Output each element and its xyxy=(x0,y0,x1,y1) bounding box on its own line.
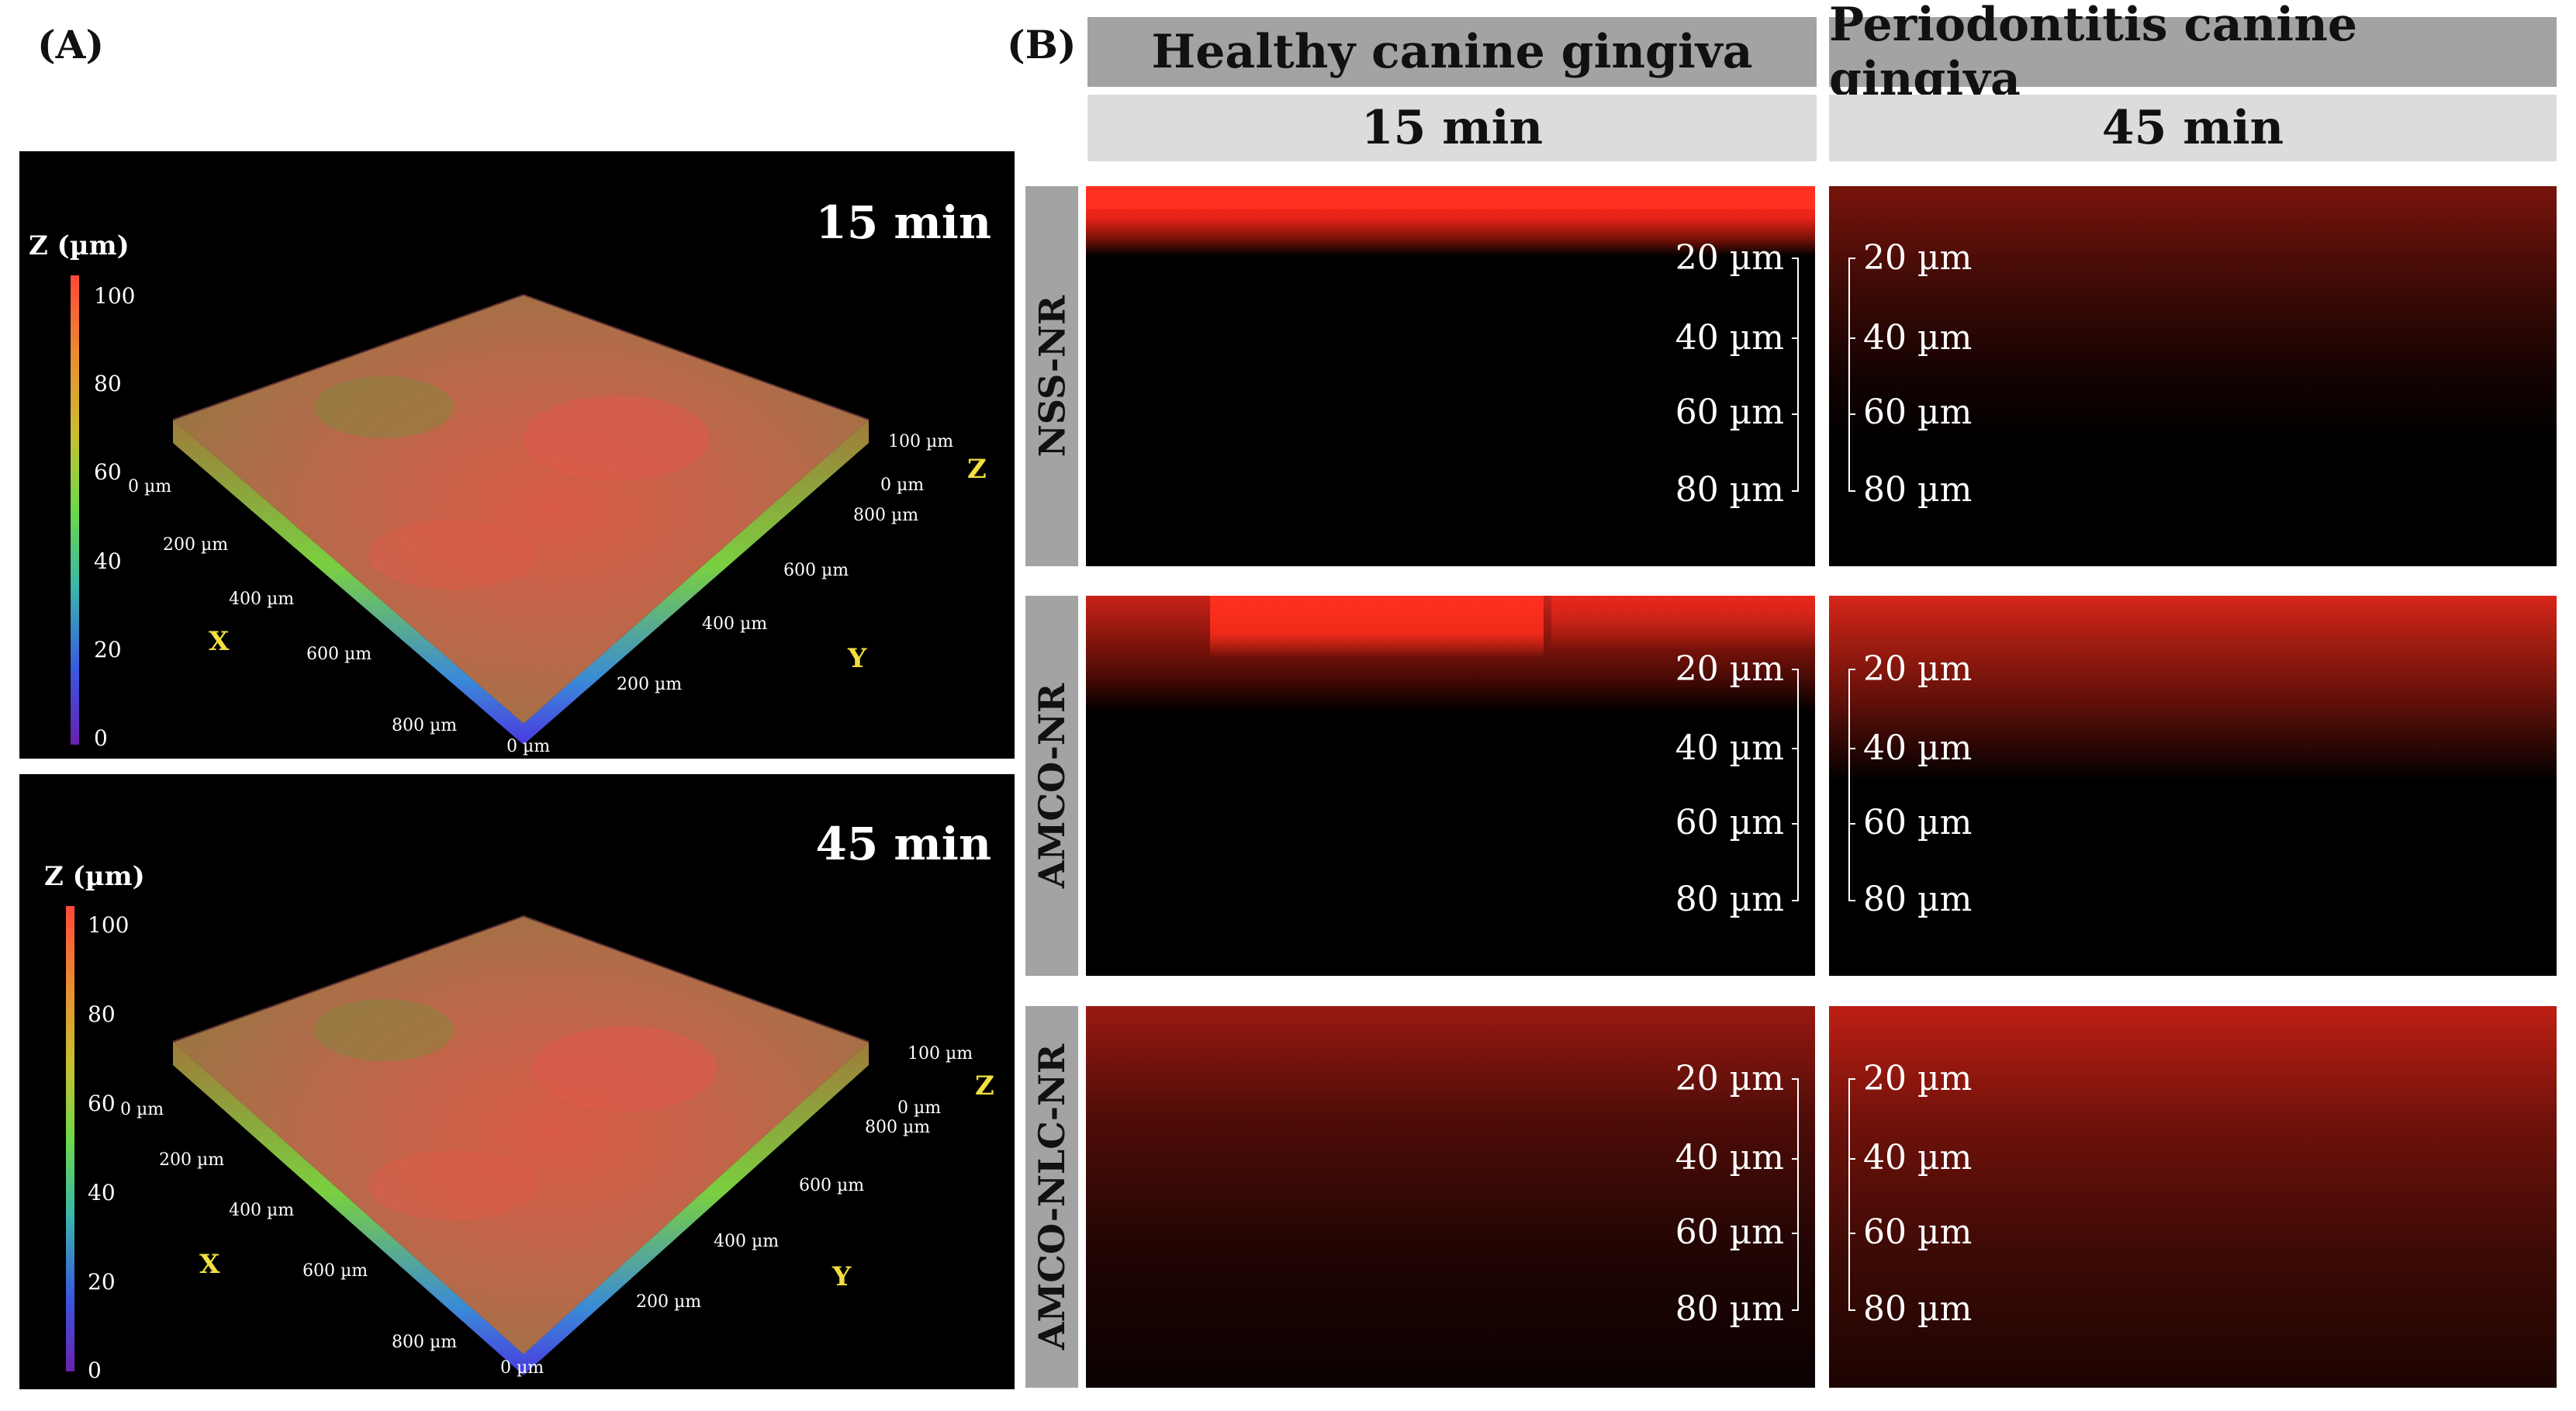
depth-label: 40 µm xyxy=(1863,728,1973,768)
x-tick: 400 µm xyxy=(229,1201,295,1220)
view-3d-45min: 45 min Z (µm) 100 80 60 40 20 0 0 µm 200… xyxy=(19,774,1015,1389)
x-tick: 200 µm xyxy=(159,1150,225,1170)
y-axis-label: Y xyxy=(832,1261,852,1292)
colorbar-tick: 60 xyxy=(94,459,122,485)
depth-label: 60 µm xyxy=(1863,393,1973,432)
depth-label: 60 µm xyxy=(1675,393,1784,432)
depth-label: 20 µm xyxy=(1675,1059,1784,1098)
x-tick: 800 µm xyxy=(392,1333,458,1352)
depth-label: 80 µm xyxy=(1863,470,1973,510)
depth-label: 60 µm xyxy=(1675,1212,1784,1252)
x-tick: 600 µm xyxy=(306,645,372,664)
depth-label: 80 µm xyxy=(1863,880,1973,919)
depth-label: 40 µm xyxy=(1863,1138,1973,1178)
x-tick: 400 µm xyxy=(229,590,295,609)
colorbar-tick: 100 xyxy=(94,283,136,309)
y-tick: 600 µm xyxy=(783,561,849,580)
x-tick: 0 µm xyxy=(120,1100,164,1119)
colorbar-tick: 40 xyxy=(88,1180,116,1205)
z-tick: 100 µm xyxy=(908,1044,973,1063)
depth-label: 80 µm xyxy=(1675,470,1784,510)
column-header-healthy: Healthy canine gingiva xyxy=(1087,17,1817,87)
depth-label: 60 µm xyxy=(1863,1212,1973,1252)
column-time-45min: 45 min xyxy=(1829,95,2557,161)
colorbar xyxy=(66,906,74,1371)
view-3d-15min: 15 min Z (µm) 100 80 60 40 20 0 0 µm 200… xyxy=(19,151,1015,759)
colorbar-tick: 80 xyxy=(94,371,122,396)
y-tick: 800 µm xyxy=(865,1118,931,1137)
cross-section-nss-healthy xyxy=(1086,186,1815,566)
depth-label: 40 µm xyxy=(1863,318,1973,358)
z-axis-label: Z xyxy=(975,1070,994,1101)
cross-section-amco-periodontitis xyxy=(1829,596,2557,976)
x-tick: 800 µm xyxy=(392,716,458,735)
depth-label: 60 µm xyxy=(1675,803,1784,842)
cross-section-amco-healthy xyxy=(1086,596,1815,976)
cross-section-amco-nlc-periodontitis xyxy=(1829,1006,2557,1388)
y-tick: 400 µm xyxy=(714,1232,780,1251)
depth-label: 80 µm xyxy=(1863,1289,1973,1329)
depth-label: 20 µm xyxy=(1863,649,1973,689)
z-tick: 0 µm xyxy=(880,476,925,495)
panel-b-label: (B) xyxy=(1007,22,1077,67)
depth-label: 60 µm xyxy=(1863,803,1973,842)
y-tick: 400 µm xyxy=(702,614,768,634)
row-label-amco-nr: AMCO-NR xyxy=(1025,596,1078,976)
depth-label: 20 µm xyxy=(1675,238,1784,278)
time-label: 45 min xyxy=(815,818,991,870)
colorbar-tick: 20 xyxy=(88,1269,116,1295)
depth-label: 20 µm xyxy=(1675,649,1784,689)
depth-label: 80 µm xyxy=(1675,880,1784,919)
y-tick: 200 µm xyxy=(617,675,683,694)
cross-section-amco-nlc-healthy xyxy=(1086,1006,1815,1388)
y-tick: 200 µm xyxy=(636,1292,702,1312)
time-label: 15 min xyxy=(815,196,991,249)
depth-label: 40 µm xyxy=(1675,318,1784,358)
colorbar-tick: 100 xyxy=(88,912,130,938)
depth-label: 20 µm xyxy=(1863,1059,1973,1098)
colorbar-tick: 40 xyxy=(94,548,122,574)
y-tick: 800 µm xyxy=(853,506,919,525)
row-label-nss-nr: NSS-NR xyxy=(1025,186,1078,566)
x-tick: 0 µm xyxy=(128,477,172,496)
z-axis-label: Z xyxy=(967,454,987,485)
x-tick: 600 µm xyxy=(303,1261,368,1281)
colorbar-title: Z (µm) xyxy=(44,861,145,892)
colorbar-tick: 80 xyxy=(88,1001,116,1027)
tissue-block-3d xyxy=(172,915,870,1375)
panel-a-label: (A) xyxy=(37,22,105,67)
tissue-block-3d xyxy=(172,293,870,745)
colorbar xyxy=(71,275,79,745)
cross-section-nss-periodontitis xyxy=(1829,186,2557,566)
depth-label: 20 µm xyxy=(1863,238,1973,278)
z-tick: 100 µm xyxy=(888,432,954,451)
y-tick: 0 µm xyxy=(500,1358,545,1378)
z-tick: 0 µm xyxy=(897,1098,942,1118)
y-tick: 600 µm xyxy=(799,1176,865,1195)
row-label-amco-nlc-nr: AMCO-NLC-NR xyxy=(1025,1006,1078,1388)
x-axis-label: X xyxy=(209,626,230,657)
x-tick: 200 µm xyxy=(163,535,229,555)
colorbar-tick: 60 xyxy=(88,1091,116,1116)
column-time-15min: 15 min xyxy=(1087,95,1817,161)
colorbar-tick: 20 xyxy=(94,637,122,662)
y-axis-label: Y xyxy=(848,643,867,674)
colorbar-tick: 0 xyxy=(88,1357,102,1383)
depth-label: 40 µm xyxy=(1675,728,1784,768)
depth-label: 80 µm xyxy=(1675,1289,1784,1329)
depth-label: 40 µm xyxy=(1675,1138,1784,1178)
x-axis-label: X xyxy=(199,1249,220,1280)
y-tick: 0 µm xyxy=(507,737,551,756)
colorbar-tick: 0 xyxy=(94,725,108,751)
colorbar-title: Z (µm) xyxy=(29,230,130,261)
